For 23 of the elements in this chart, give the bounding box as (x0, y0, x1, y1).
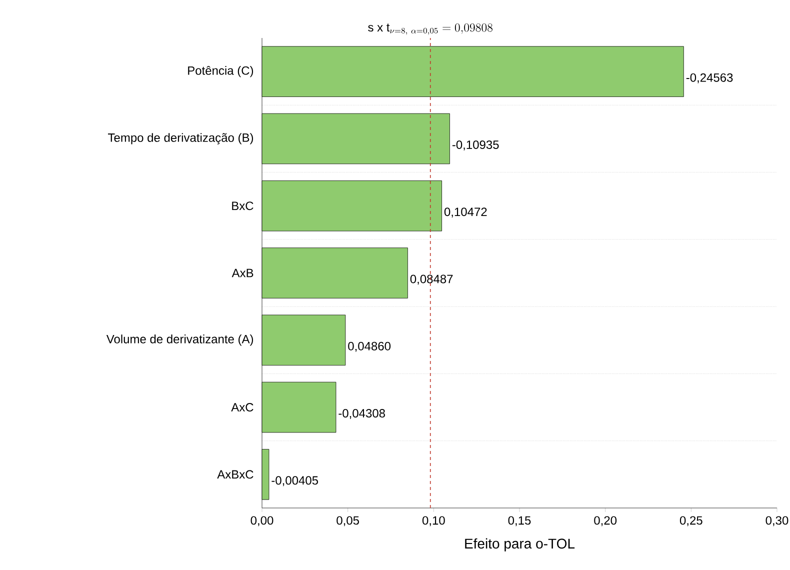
annotation: 0,04860 (348, 342, 391, 352)
y-tick-label: Volume de derivatizante (A) (106, 334, 254, 346)
annotation: 0,10472 (444, 208, 487, 218)
x-axis-title: Efeito para o-TOL (465, 538, 575, 552)
y-tick-label: Potência (C) (188, 66, 254, 78)
annotation: -0,24563 (686, 73, 733, 84)
x-tick-label: 0,30 (766, 516, 788, 526)
annotation: -0,04308 (338, 409, 385, 419)
ref-line-label: $\mathrm{s\ x\ t}_{\nu=8,\ \alpha=0{,}05} = 0{,}09808$ (368, 23, 492, 35)
x-tick-label: 0,15 (508, 516, 531, 526)
y-tick-label: BxC (232, 202, 254, 210)
annotation: -0,10935 (452, 140, 499, 150)
x-tick-label: 0,25 (680, 516, 702, 526)
y-tick-label: Tempo de derivatização (B) (108, 133, 254, 144)
x-tick-label: 0,20 (594, 516, 617, 526)
y-tick-label: AxBxC (217, 470, 254, 479)
x-tick-label: 0,05 (336, 516, 359, 526)
annotation: 0,08487 (410, 274, 453, 285)
x-tick-label: 0,10 (422, 516, 445, 526)
y-tick-label: AxB (232, 268, 254, 278)
y-tick-label: AxC (231, 403, 254, 412)
annotation: -0,00405 (272, 476, 318, 486)
x-tick-label: 0,00 (250, 516, 274, 526)
